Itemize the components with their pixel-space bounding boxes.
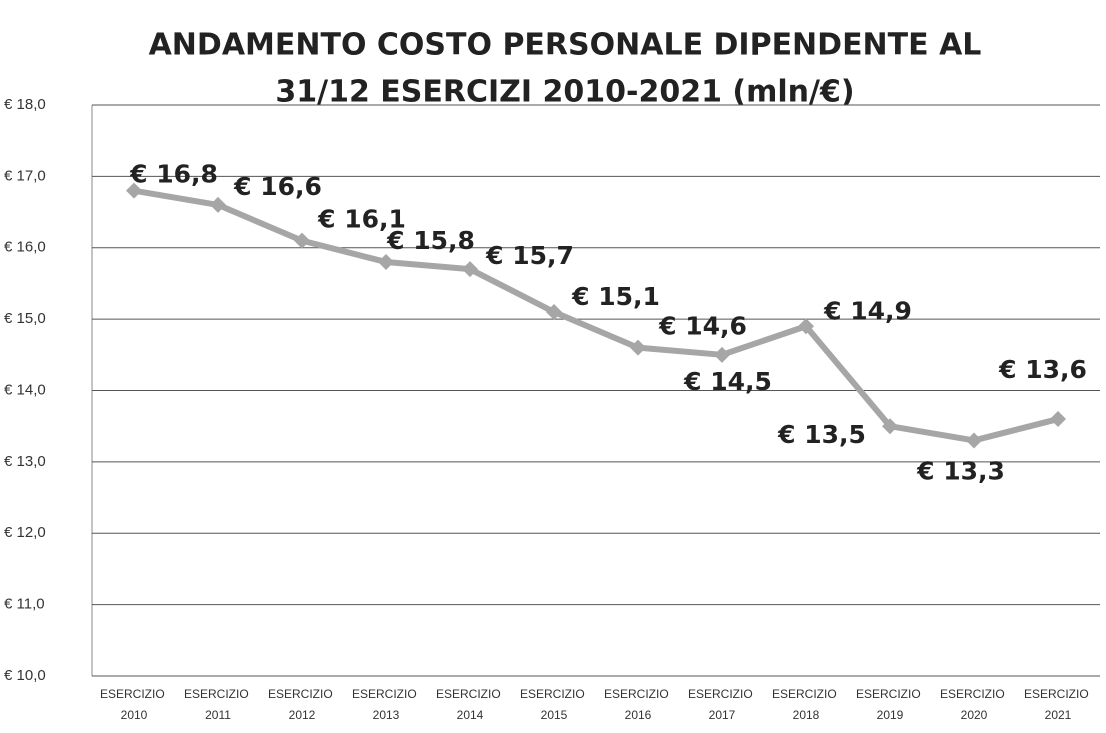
- data-label: € 15,1: [571, 282, 660, 311]
- data-label: € 14,5: [683, 367, 772, 396]
- y-tick-label: € 13,0: [4, 453, 46, 470]
- y-tick-label: € 11,0: [4, 596, 45, 613]
- x-tick-label: ESERCIZIO 2018: [772, 687, 840, 722]
- marker: [798, 318, 814, 335]
- data-label: € 13,6: [998, 355, 1087, 384]
- marker: [294, 232, 310, 249]
- data-label: € 16,1: [317, 205, 406, 234]
- x-tick-label: ESERCIZIO 2014: [436, 687, 504, 722]
- marker: [1050, 411, 1066, 428]
- x-tick-label: ESERCIZIO 2011: [184, 687, 252, 722]
- marker: [126, 182, 142, 199]
- y-tick-label: € 15,0: [4, 310, 46, 327]
- x-tick-label: ESERCIZIO 2013: [352, 687, 420, 722]
- marker: [462, 261, 478, 278]
- y-tick-label: € 18,0: [4, 96, 46, 113]
- x-tick-label: ESERCIZIO 2021: [1024, 687, 1092, 722]
- x-tick-label: ESERCIZIO 2010: [100, 687, 168, 722]
- chart-title: 31/12 ESERCIZI 2010-2021 (mln/€): [275, 75, 854, 110]
- marker: [546, 303, 562, 320]
- data-label: € 14,9: [823, 296, 912, 325]
- x-tick-label: ESERCIZIO 2017: [688, 687, 756, 722]
- marker: [714, 346, 730, 363]
- chart-title: ANDAMENTO COSTO PERSONALE DIPENDENTE AL: [149, 28, 982, 63]
- x-tick-label: ESERCIZIO 2016: [604, 687, 672, 722]
- marker: [882, 418, 898, 435]
- x-tick-label: ESERCIZIO 2015: [520, 687, 588, 722]
- data-label: € 13,5: [777, 420, 866, 449]
- data-label: € 14,6: [658, 312, 747, 341]
- marker: [378, 254, 394, 271]
- data-label: € 16,8: [129, 160, 218, 189]
- line: [133, 187, 1059, 444]
- data-label: € 13,3: [916, 456, 1005, 485]
- data-label: € 15,7: [485, 241, 574, 270]
- marker: [210, 196, 226, 213]
- x-tick-label: ESERCIZIO 2019: [856, 687, 924, 722]
- marker: [630, 339, 646, 356]
- y-tick-label: € 10,0: [4, 667, 46, 684]
- y-tick-label: € 16,0: [4, 239, 46, 256]
- y-tick-label: € 12,0: [4, 524, 46, 541]
- y-tick-label: € 14,0: [4, 381, 46, 398]
- data-label: € 15,8: [386, 226, 475, 255]
- y-tick-label: € 17,0: [4, 167, 46, 184]
- data-label: € 16,6: [233, 172, 322, 201]
- x-tick-label: ESERCIZIO 2012: [268, 687, 336, 722]
- marker: [966, 432, 982, 449]
- x-tick-label: ESERCIZIO 2020: [940, 687, 1008, 722]
